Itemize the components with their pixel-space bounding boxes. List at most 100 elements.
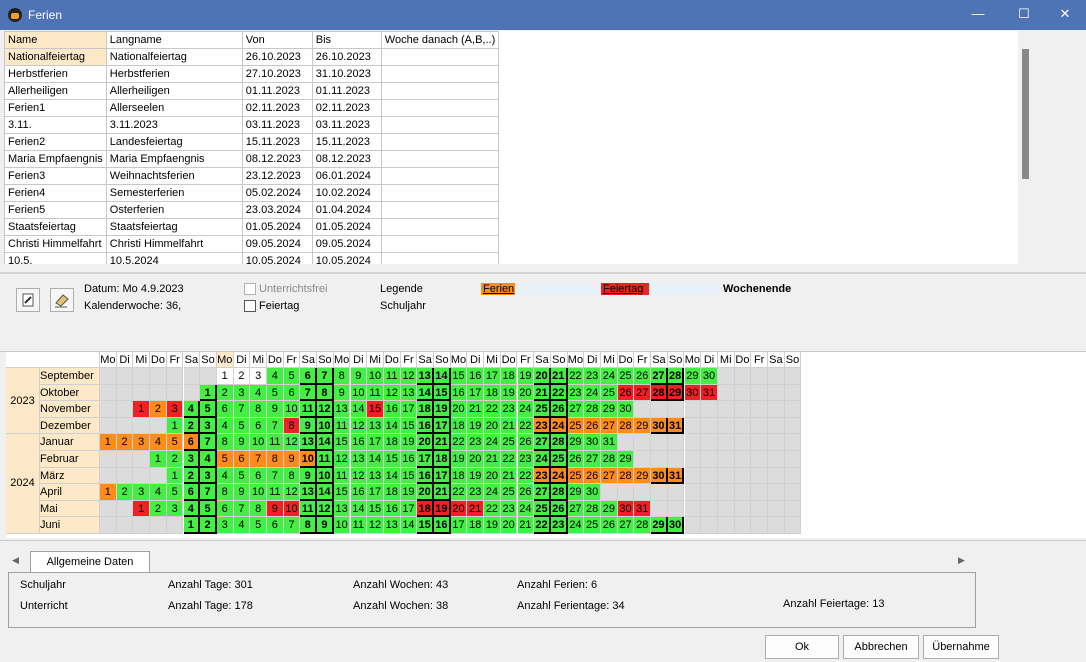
calendar-day[interactable]: 8 — [216, 484, 234, 501]
calendar-day[interactable]: 5 — [200, 401, 217, 418]
calendar-day[interactable]: 14 — [317, 434, 334, 451]
calendar-day[interactable]: 13 — [333, 500, 351, 518]
calendar-day[interactable]: 4 — [183, 401, 201, 418]
calendar-day[interactable]: 17 — [434, 467, 451, 485]
holidays-scrollbar[interactable] — [1018, 31, 1035, 264]
calendar-day[interactable]: 25 — [584, 517, 601, 534]
calendar-day[interactable]: 4 — [233, 517, 251, 534]
calendar-day[interactable]: 25 — [567, 417, 585, 435]
calendar-day[interactable]: 16 — [417, 467, 434, 485]
calendar-day[interactable]: 19 — [467, 467, 485, 485]
calendar-day[interactable]: 7 — [250, 451, 267, 468]
calendar-day[interactable]: 17 — [400, 401, 418, 418]
calendar-day[interactable]: 28 — [550, 434, 568, 451]
calendar-day[interactable]: 27 — [601, 417, 618, 435]
table-cell[interactable]: 09.05.2024 — [311, 235, 382, 253]
table-cell[interactable]: Weihnachtsferien — [105, 167, 243, 185]
calendar-day[interactable]: 4 — [216, 417, 234, 435]
calendar-day[interactable]: 6 — [267, 517, 284, 534]
table-cell[interactable]: Allerheiligen — [105, 82, 243, 100]
calendar-day[interactable]: 3 — [133, 484, 151, 501]
calendar-day[interactable]: 15 — [333, 434, 351, 451]
calendar-day[interactable]: 3 — [183, 451, 201, 468]
calendar-day[interactable]: 6 — [216, 401, 234, 418]
table-row[interactable]: 10.5. 10.5.2024 10.05.2024 10.05.2024 — [4, 252, 500, 264]
calendar-day[interactable]: 10 — [250, 434, 267, 451]
calendar-day[interactable]: 9 — [267, 500, 284, 518]
calendar-day[interactable]: 20 — [450, 500, 468, 518]
calendar-day[interactable]: 17 — [484, 368, 501, 385]
calendar-day[interactable]: 20 — [484, 417, 501, 435]
eraser-icon-button[interactable] — [50, 288, 74, 312]
table-cell[interactable]: Ferien5 — [4, 201, 107, 219]
calendar-day[interactable]: 25 — [500, 484, 518, 501]
calendar-day[interactable]: 1 — [100, 434, 117, 451]
table-cell[interactable]: 01.04.2024 — [311, 201, 382, 219]
calendar-day[interactable]: 30 — [584, 484, 601, 501]
calendar-day[interactable]: 7 — [233, 401, 251, 418]
table-cell[interactable]: 15.11.2023 — [241, 133, 313, 151]
calendar-day[interactable]: 25 — [617, 368, 635, 385]
calendar-day[interactable]: 28 — [584, 500, 601, 518]
table-cell[interactable]: 08.12.2023 — [241, 150, 313, 168]
table-cell[interactable] — [380, 252, 500, 264]
calendar-day[interactable]: 23 — [534, 417, 551, 435]
calendar-day[interactable]: 14 — [383, 467, 401, 485]
calendar-day[interactable]: 19 — [500, 384, 518, 402]
calendar-day[interactable]: 15 — [367, 500, 384, 518]
calendar-day[interactable]: 1 — [183, 517, 201, 534]
calendar-day[interactable]: 8 — [300, 517, 318, 534]
calendar-day[interactable]: 29 — [567, 484, 585, 501]
calendar-day[interactable]: 18 — [450, 467, 468, 485]
table-row[interactable]: Christi Himmelfahrt Christi Himmelfahrt 09… — [4, 235, 500, 253]
calendar-day[interactable]: 8 — [267, 451, 284, 468]
calendar-day[interactable]: 4 — [183, 500, 201, 518]
calendar-day[interactable]: 9 — [300, 417, 318, 435]
table-row[interactable]: Ferien5 Osterferien 23.03.2024 01.04.2024 — [4, 201, 500, 219]
splitter[interactable] — [0, 272, 1086, 274]
calendar-day[interactable]: 25 — [534, 401, 551, 418]
table-cell[interactable]: 03.11.2023 — [311, 116, 382, 134]
calendar-day[interactable]: 28 — [634, 517, 652, 534]
calendar-day[interactable]: 2 — [200, 517, 217, 534]
table-cell[interactable]: 10.5.2024 — [105, 252, 243, 264]
table-cell[interactable] — [380, 235, 500, 253]
calendar-day[interactable]: 11 — [317, 451, 334, 468]
table-row[interactable]: Ferien2 Landesfeiertag 15.11.2023 15.11.202… — [4, 133, 500, 151]
feiertag-box[interactable] — [244, 300, 256, 313]
calendar-day[interactable]: 12 — [350, 417, 368, 435]
ok-button[interactable]: Ok — [765, 635, 839, 659]
calendar-day[interactable]: 1 — [166, 467, 184, 485]
calendar-day[interactable]: 13 — [367, 467, 384, 485]
calendar-day[interactable]: 5 — [267, 384, 284, 402]
calendar-day[interactable]: 31 — [601, 434, 618, 451]
calendar-day[interactable]: 8 — [283, 417, 301, 435]
calendar-day[interactable]: 3 — [216, 517, 234, 534]
table-cell[interactable]: 10.05.2024 — [311, 252, 382, 264]
calendar-day[interactable]: 16 — [467, 368, 485, 385]
calendar-day[interactable]: 20 — [500, 517, 518, 534]
calendar-day[interactable]: 25 — [500, 434, 518, 451]
calendar-day[interactable]: 27 — [617, 517, 635, 534]
calendar-day[interactable]: 18 — [484, 384, 501, 402]
calendar-day[interactable]: 4 — [150, 434, 167, 451]
calendar-day[interactable]: 15 — [383, 451, 401, 468]
calendar-day[interactable]: 19 — [400, 434, 418, 451]
calendar-day[interactable]: 5 — [166, 434, 184, 451]
calendar-day[interactable]: 31 — [667, 467, 685, 485]
table-row[interactable]: Ferien1 Allerseelen 02.11.2023 02.11.2023 — [4, 99, 500, 117]
table-cell[interactable]: 23.12.2023 — [241, 167, 313, 185]
calendar-day[interactable]: 23 — [517, 451, 535, 468]
calendar-day[interactable]: 24 — [601, 368, 618, 385]
calendar-day[interactable]: 13 — [300, 484, 318, 501]
table-row[interactable]: 3.11. 3.11.2023 03.11.2023 03.11.2023 — [4, 116, 500, 134]
calendar-day[interactable]: 6 — [250, 417, 267, 435]
calendar-day[interactable]: 28 — [584, 401, 601, 418]
column-header[interactable]: Bis — [311, 31, 382, 49]
calendar-day[interactable]: 8 — [250, 401, 267, 418]
calendar-day[interactable]: 14 — [400, 517, 418, 534]
calendar-day[interactable]: 3 — [166, 500, 184, 518]
table-cell[interactable]: 05.02.2024 — [241, 184, 313, 202]
calendar-day[interactable]: 6 — [216, 500, 234, 518]
calendar-day[interactable]: 21 — [500, 467, 518, 485]
